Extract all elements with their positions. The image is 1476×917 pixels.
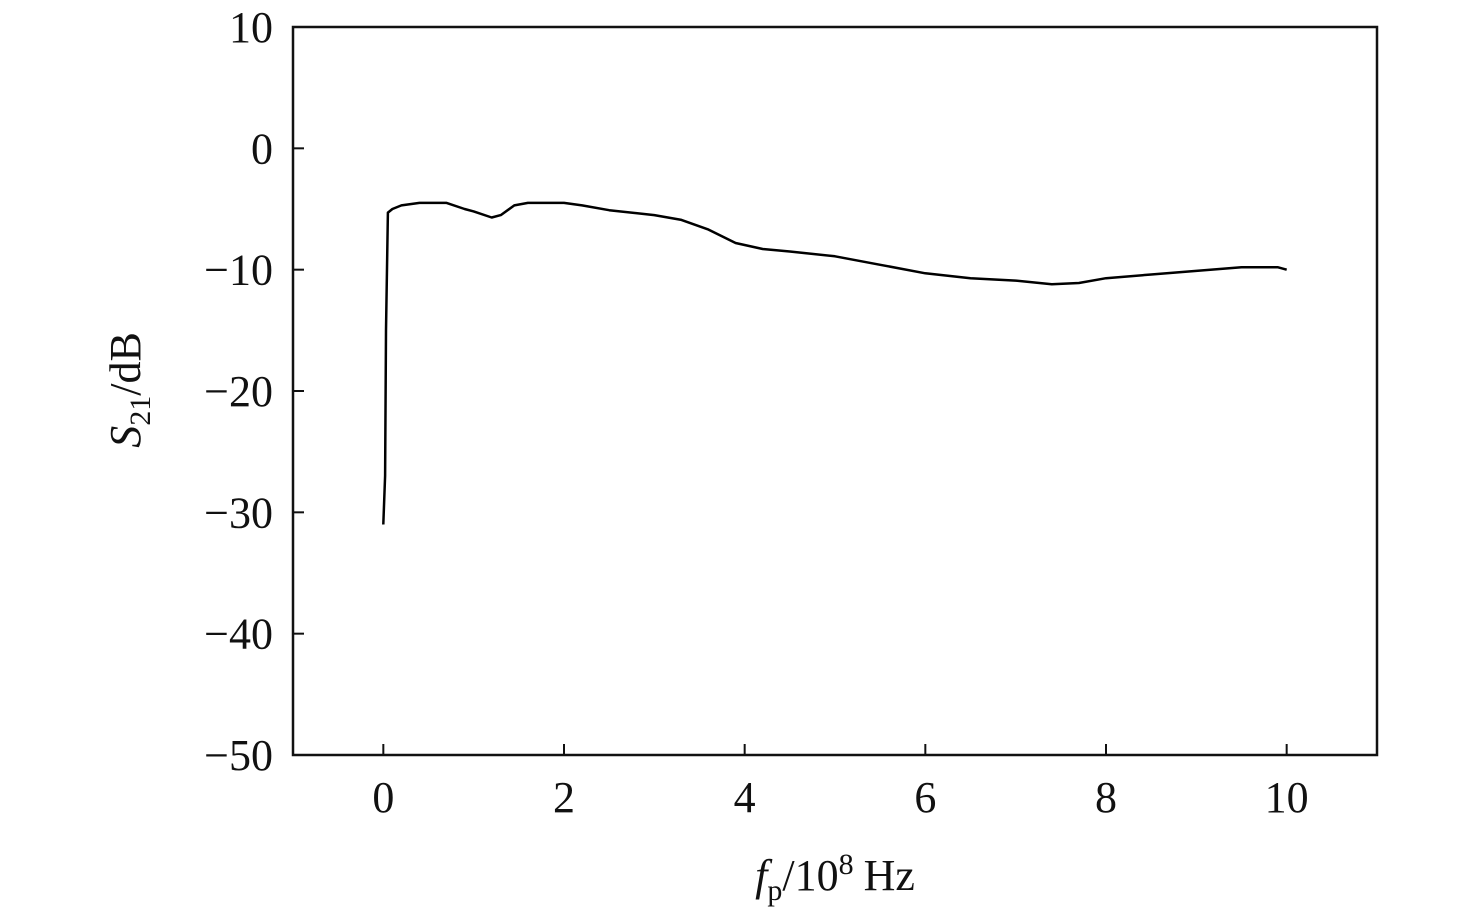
y-tick-label: −10 (204, 246, 273, 295)
data-line (382, 201, 1288, 525)
x-label-part: Hz (864, 851, 915, 900)
y-tick-label: −40 (204, 610, 273, 659)
x-tick-label: 8 (1095, 773, 1117, 822)
y-tick-label: −50 (204, 731, 273, 780)
y-label-sub: 21 (124, 396, 157, 426)
x-label-part: /10 (782, 851, 838, 900)
y-tick-label: 0 (251, 124, 273, 173)
x-tick-label: 6 (914, 773, 936, 822)
x-label-sub: p (767, 874, 782, 907)
y-tick-label: −30 (204, 488, 273, 537)
x-tick-label: 0 (372, 773, 394, 822)
y-axis-label: S21/dB (101, 332, 157, 448)
x-tick-label: 2 (553, 773, 575, 822)
x-label-sup: 8 (839, 848, 854, 881)
x-tick-label: 4 (734, 773, 756, 822)
x-axis-label: fp/108 Hz (755, 848, 915, 907)
y-label-part: /dB (101, 332, 150, 396)
x-tick-label: 10 (1265, 773, 1309, 822)
y-tick-label: 10 (229, 3, 273, 52)
plot-frame (291, 25, 1379, 757)
y-label-part: S (101, 426, 150, 448)
y-tick-label: −20 (204, 367, 273, 416)
